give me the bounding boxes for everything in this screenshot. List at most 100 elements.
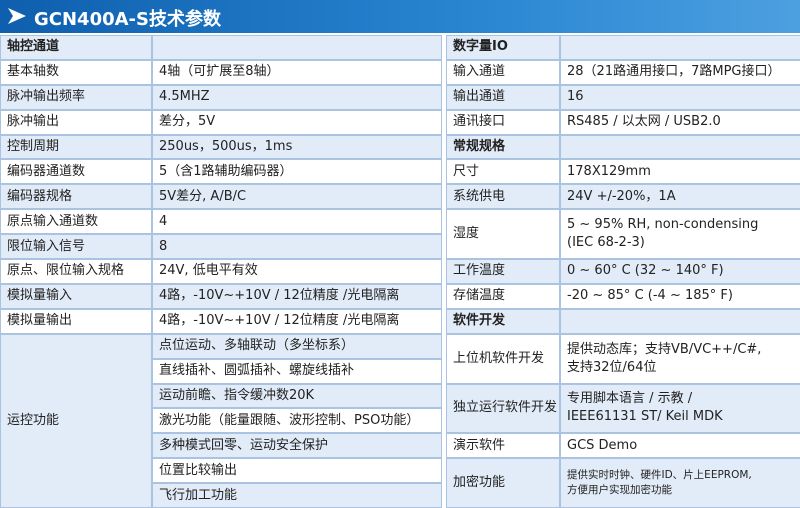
- text-line: 8: [159, 238, 168, 254]
- row-value: 178X129mm: [560, 159, 800, 185]
- text-line: 轴控通道: [7, 39, 60, 55]
- text-line: 28（21路通用接口，7路MPG接口）: [567, 64, 781, 80]
- text-line: 原点输入通道数: [7, 213, 99, 229]
- text-line: 16: [567, 89, 584, 105]
- row-label: 编码器通道数: [0, 159, 152, 185]
- text-line: 24V +/-20%，1A: [567, 188, 676, 204]
- text-line: 24V, 低电平有效: [159, 263, 258, 279]
- row-value: 专用脚本语言 / 示教 / IEEE61131 ST/ Keil MDK: [560, 383, 800, 434]
- row-value: 4: [152, 209, 442, 235]
- section-heading: 轴控通道: [0, 35, 152, 60]
- text-line: 差分，5V: [159, 114, 216, 130]
- row-value: 24V +/-20%，1A: [560, 184, 800, 210]
- text-line: 加密功能: [453, 475, 506, 491]
- text-line: 模拟量输出: [7, 313, 73, 329]
- row-value: 多种模式回零、运动安全保护: [152, 433, 442, 459]
- text-line: 输出通道: [453, 89, 506, 105]
- row-label: 系统供电: [446, 184, 560, 210]
- row-value: 28（21路通用接口，7路MPG接口）: [560, 59, 800, 85]
- row-label: 脉冲输出频率: [0, 84, 152, 110]
- text-line: IEEE61131 ST/ Keil MDK: [567, 409, 723, 425]
- row-label: 限位输入信号: [0, 234, 152, 260]
- text-line: 系统供电: [453, 188, 506, 204]
- text-line: 方便用户实现加密功能: [567, 484, 672, 497]
- row-label: 脉冲输出: [0, 109, 152, 135]
- row-value: RS485 / 以太网 / USB2.0: [560, 109, 800, 135]
- row-value: 运动前瞻、指令缓冲数20K: [152, 383, 442, 409]
- text-line: 5V差分, A/B/C: [159, 188, 247, 204]
- text-line: 湿度: [453, 226, 480, 242]
- row-value: 5V差分, A/B/C: [152, 184, 442, 210]
- row-value: 250us，500us，1ms: [152, 134, 442, 160]
- text-line: 4.5MHZ: [159, 89, 210, 105]
- arrow-icon: [8, 8, 26, 24]
- text-line: 多种模式回零、运动安全保护: [159, 437, 329, 453]
- empty-cell: [560, 35, 800, 60]
- text-line: 脉冲输出频率: [7, 89, 86, 105]
- text-line: 上位机软件开发: [453, 350, 545, 366]
- text-line: 点位运动、多轴联动（多坐标系）: [159, 338, 355, 354]
- text-line: 专用脚本语言 / 示教 /: [567, 391, 693, 407]
- text-line: 工作温度: [453, 263, 506, 279]
- row-value: GCS Demo: [560, 433, 800, 459]
- row-value: 5 ~ 95% RH, non-condensing (IEC 68-2-3): [560, 209, 800, 260]
- row-value: 4路，-10V~+10V / 12位精度 /光电隔离: [152, 283, 442, 309]
- row-label: 存储温度: [446, 283, 560, 309]
- row-label: 独立运行软件开发: [446, 383, 560, 434]
- text-line: 模拟量输入: [7, 288, 73, 304]
- text-line: 编码器通道数: [7, 163, 86, 179]
- row-label: 湿度: [446, 209, 560, 260]
- text-line: 4: [159, 213, 168, 229]
- text-line: 0 ~ 60° C (32 ~ 140° F): [567, 263, 724, 279]
- text-line: 数字量IO: [453, 39, 508, 55]
- row-label: 原点、限位输入规格: [0, 259, 152, 284]
- empty-cell: [152, 35, 442, 60]
- row-value: 4.5MHZ: [152, 84, 442, 110]
- text-line: 脉冲输出: [7, 114, 60, 130]
- banner: GCN400A-S技术参数: [0, 0, 800, 33]
- row-value: 8: [152, 234, 442, 260]
- text-line: 4路，-10V~+10V / 12位精度 /光电隔离: [159, 288, 400, 304]
- text-line: 5 ~ 95% RH, non-condensing: [567, 217, 759, 233]
- row-value: 飞行加工功能: [152, 483, 442, 508]
- row-label: 控制周期: [0, 134, 152, 160]
- row-label: 基本轴数: [0, 59, 152, 85]
- text-line: 控制周期: [7, 139, 60, 155]
- text-line: 直线插补、圆弧插补、螺旋线插补: [159, 363, 355, 379]
- row-label: 输入通道: [446, 59, 560, 85]
- empty-cell: [560, 134, 800, 160]
- text-line: 位置比较输出: [159, 462, 238, 478]
- text-line: GCS Demo: [567, 437, 638, 453]
- row-label: 演示软件: [446, 433, 560, 459]
- text-line: 常规规格: [453, 139, 506, 155]
- text-line: 原点、限位输入规格: [7, 263, 125, 279]
- row-label: 模拟量输入: [0, 283, 152, 309]
- text-line: 4路，-10V~+10V / 12位精度 /光电隔离: [159, 313, 400, 329]
- section-heading: 常规规格: [446, 134, 560, 160]
- text-line: 存储温度: [453, 288, 506, 304]
- text-line: (IEC 68-2-3): [567, 235, 645, 251]
- text-line: 提供动态库；支持VB/VC++/C#,: [567, 341, 762, 357]
- text-line: 5（含1路辅助编码器）: [159, 163, 293, 179]
- row-label: 模拟量输出: [0, 308, 152, 334]
- text-line: 运动前瞻、指令缓冲数20K: [159, 387, 315, 403]
- text-line: 4轴（可扩展至8轴）: [159, 64, 280, 80]
- text-line: 提供实时时钟、硬件ID、片上EEPROM,: [567, 469, 752, 482]
- row-value: 24V, 低电平有效: [152, 259, 442, 284]
- section-heading: 软件开发: [446, 308, 560, 334]
- row-label: 加密功能: [446, 458, 560, 508]
- row-value: -20 ~ 85° C (-4 ~ 185° F): [560, 283, 800, 309]
- text-line: 通讯接口: [453, 114, 506, 130]
- text-line: 激光功能（能量跟随、波形控制、PSO功能）: [159, 412, 420, 428]
- row-value: 提供实时时钟、硬件ID、片上EEPROM, 方便用户实现加密功能: [560, 458, 800, 508]
- row-label: 运控功能: [0, 333, 152, 508]
- row-value: 5（含1路辅助编码器）: [152, 159, 442, 185]
- title: GCN400A-S技术参数: [34, 9, 221, 30]
- row-value: 4轴（可扩展至8轴）: [152, 59, 442, 85]
- row-value: 直线插补、圆弧插补、螺旋线插补: [152, 358, 442, 384]
- text-line: 支持32位/64位: [567, 359, 657, 375]
- text-line: 178X129mm: [567, 163, 651, 179]
- row-value: 16: [560, 84, 800, 110]
- text-line: 限位输入信号: [7, 238, 86, 254]
